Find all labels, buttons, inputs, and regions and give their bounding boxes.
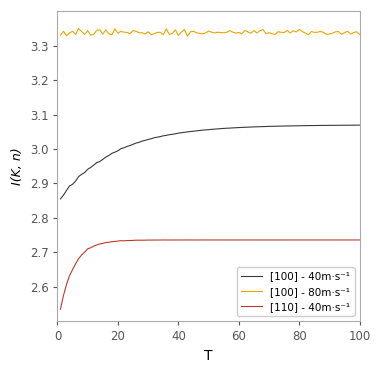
[100] - 40m·s⁻¹ [236, 125, 241, 130]
[100] - 80m·s⁻¹ [219, 30, 223, 35]
[110] - 40m·s⁻¹ [215, 238, 220, 242]
[110] - 40m·s⁻¹ [240, 238, 244, 242]
X-axis label: T: T [204, 349, 213, 363]
[100] - 40m·s⁻¹ [358, 123, 362, 128]
[110] - 40m·s⁻¹ [116, 239, 120, 243]
Y-axis label: I(K, n): I(K, n) [11, 147, 24, 185]
Line: [100] - 40m·s⁻¹: [100] - 40m·s⁻¹ [60, 125, 360, 199]
[100] - 80m·s⁻¹ [185, 34, 190, 38]
[110] - 40m·s⁻¹ [345, 238, 350, 242]
[100] - 40m·s⁻¹ [58, 197, 63, 201]
[110] - 40m·s⁻¹ [358, 238, 362, 242]
[110] - 40m·s⁻¹ [336, 238, 341, 242]
[100] - 80m·s⁻¹ [131, 28, 135, 33]
[100] - 40m·s⁻¹ [342, 123, 347, 128]
[110] - 40m·s⁻¹ [128, 238, 132, 243]
[100] - 80m·s⁻¹ [243, 28, 247, 33]
Line: [110] - 40m·s⁻¹: [110] - 40m·s⁻¹ [60, 240, 360, 309]
Line: [100] - 80m·s⁻¹: [100] - 80m·s⁻¹ [60, 28, 360, 36]
[100] - 80m·s⁻¹ [348, 32, 353, 36]
[100] - 80m·s⁻¹ [76, 26, 81, 31]
[100] - 40m·s⁻¹ [333, 123, 338, 128]
[100] - 80m·s⁻¹ [119, 29, 123, 34]
Legend: [100] - 40m·s⁻¹, [100] - 80m·s⁻¹, [110] - 40m·s⁻¹: [100] - 40m·s⁻¹, [100] - 80m·s⁻¹, [110] … [237, 267, 354, 316]
[100] - 40m·s⁻¹ [212, 127, 217, 131]
[110] - 40m·s⁻¹ [203, 238, 208, 242]
[110] - 40m·s⁻¹ [58, 307, 63, 312]
[100] - 80m·s⁻¹ [58, 33, 63, 37]
[100] - 40m·s⁻¹ [116, 148, 120, 153]
[100] - 80m·s⁻¹ [339, 32, 344, 37]
[100] - 40m·s⁻¹ [128, 143, 132, 148]
[100] - 80m·s⁻¹ [358, 32, 362, 37]
